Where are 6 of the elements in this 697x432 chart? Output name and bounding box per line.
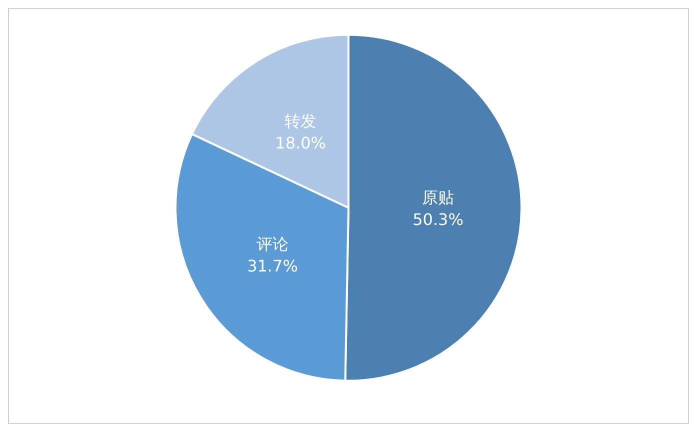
data-label: 31.7% (247, 256, 298, 276)
slice-label: 评论 (256, 234, 288, 254)
slice-label: 转发 (284, 112, 317, 131)
data-label: 18.0% (275, 134, 326, 153)
data-label: 50.3% (412, 210, 464, 230)
slice-label: 原贴 (422, 188, 454, 208)
